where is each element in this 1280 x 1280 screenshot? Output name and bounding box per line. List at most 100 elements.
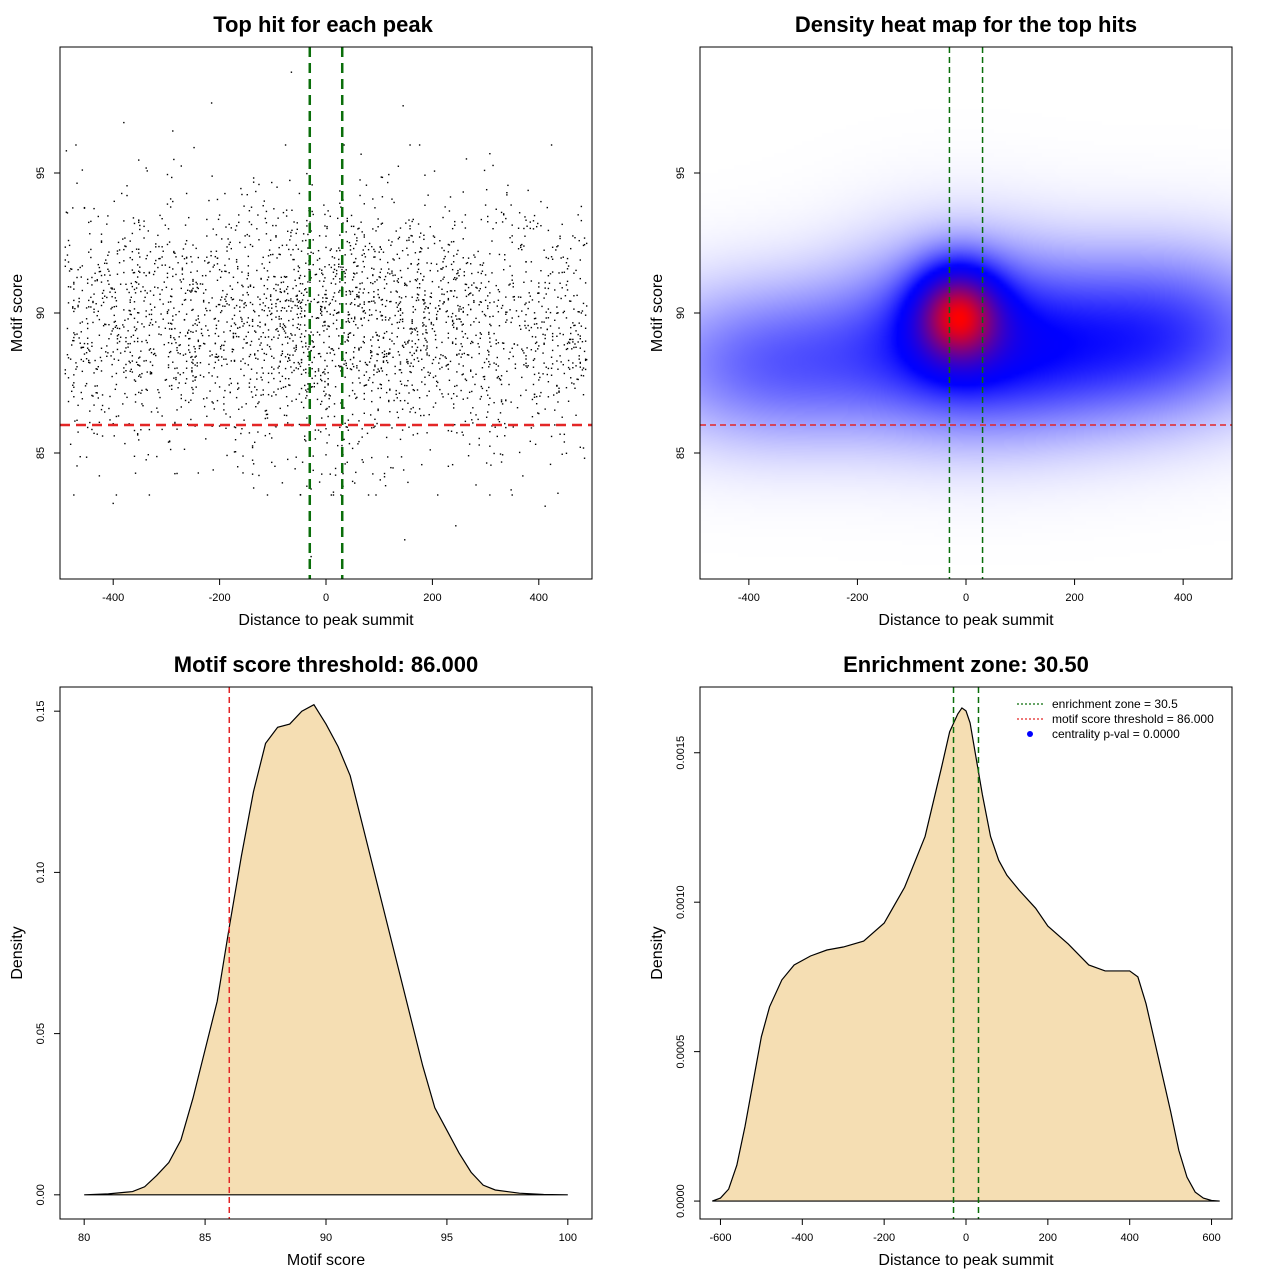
scatter-point	[449, 360, 452, 363]
scatter-point	[449, 196, 452, 198]
scatter-point	[575, 346, 577, 348]
scatter-point	[428, 312, 430, 314]
scatter-point	[350, 368, 353, 371]
scatter-point	[414, 279, 417, 281]
scatter-point	[438, 362, 440, 364]
scatter-point	[488, 354, 490, 356]
scatter-point	[358, 347, 360, 349]
scatter-point	[169, 448, 172, 451]
scatter-point	[345, 362, 347, 364]
scatter-point	[199, 374, 202, 376]
scatter-point	[478, 321, 480, 323]
scatter-point	[222, 289, 224, 292]
scatter-point	[288, 384, 290, 386]
scatter-point	[361, 282, 363, 284]
scatter-point	[492, 164, 494, 167]
scatter-point	[388, 399, 390, 402]
heatmap-x-tick-label: -400	[738, 592, 760, 604]
scatter-point	[306, 394, 308, 397]
scatter-point	[266, 270, 269, 272]
scatter-point	[213, 408, 215, 410]
score-density-y-axis-label: Density	[9, 926, 26, 979]
scatter-point	[493, 332, 495, 335]
scatter-point	[371, 456, 373, 459]
scatter-point	[198, 345, 201, 347]
scatter-point	[457, 249, 459, 252]
scatter-point	[409, 365, 411, 367]
scatter-point	[325, 289, 327, 292]
scatter-point	[563, 344, 566, 346]
scatter-point	[358, 369, 360, 372]
scatter-point	[352, 357, 355, 359]
scatter-point	[265, 297, 268, 300]
scatter-point	[339, 190, 341, 192]
legend-enrichment-zone-label: enrichment zone = 30.5	[1052, 697, 1178, 711]
scatter-point	[230, 227, 232, 229]
scatter-point	[259, 344, 261, 346]
scatter-point	[239, 241, 241, 244]
scatter-point	[471, 419, 473, 421]
scatter-point	[275, 305, 277, 308]
heatmap-y-axis-label: Motif score	[649, 274, 666, 352]
scatter-point	[374, 418, 376, 421]
scatter-point	[543, 297, 545, 299]
scatter-point	[368, 309, 371, 311]
scatter-point	[215, 250, 218, 252]
scatter-point	[299, 306, 302, 308]
scatter-point	[556, 385, 558, 387]
scatter-point	[66, 327, 69, 330]
scatter-point	[377, 339, 379, 342]
scatter-point	[324, 386, 326, 388]
scatter-point	[146, 170, 148, 172]
scatter-point	[368, 242, 371, 245]
scatter-point	[367, 379, 370, 381]
scatter-point	[384, 275, 387, 278]
scatter-point	[179, 331, 181, 334]
scatter-point	[171, 384, 173, 387]
scatter-point	[160, 334, 162, 336]
scatter-point	[378, 251, 380, 253]
scatter-point	[488, 333, 490, 335]
scatter-point	[418, 408, 421, 410]
scatter-point	[374, 281, 376, 283]
scatter-point	[311, 386, 313, 388]
scatter-point	[241, 271, 243, 273]
scatter-point	[582, 375, 585, 377]
scatter-point	[179, 353, 181, 355]
scatter-point	[196, 362, 198, 364]
scatter-point	[138, 283, 140, 285]
scatter-point	[230, 382, 232, 385]
scatter-point	[285, 310, 288, 312]
scatter-point	[192, 324, 194, 327]
scatter-point	[279, 291, 281, 293]
scatter-point	[332, 278, 335, 280]
scatter-point	[103, 274, 106, 276]
scatter-point	[556, 306, 558, 308]
scatter-point	[417, 223, 420, 225]
scatter-point	[293, 361, 295, 364]
scatter-point	[456, 371, 458, 373]
scatter-point	[558, 272, 560, 274]
scatter-point	[579, 335, 581, 337]
scatter-point	[563, 372, 566, 375]
scatter-point	[380, 299, 383, 301]
scatter-point	[81, 289, 84, 292]
scatter-point	[534, 342, 537, 345]
scatter-point	[533, 312, 536, 314]
scatter-point	[318, 481, 321, 483]
scatter-point	[287, 405, 289, 407]
scatter-point	[238, 221, 240, 224]
scatter-point	[142, 286, 144, 288]
scatter-point	[439, 300, 441, 302]
scatter-point	[188, 329, 190, 331]
scatter-point	[435, 380, 438, 383]
scatter-point	[106, 296, 108, 299]
scatter-point	[373, 374, 375, 376]
legend-threshold-label: motif score threshold = 86.000	[1052, 712, 1214, 726]
scatter-point	[374, 256, 376, 258]
scatter-point	[314, 429, 317, 431]
scatter-point	[572, 235, 574, 237]
scatter-point	[282, 328, 285, 330]
heatmap-x-tick-label: 400	[1174, 592, 1192, 604]
scatter-point	[232, 335, 235, 338]
